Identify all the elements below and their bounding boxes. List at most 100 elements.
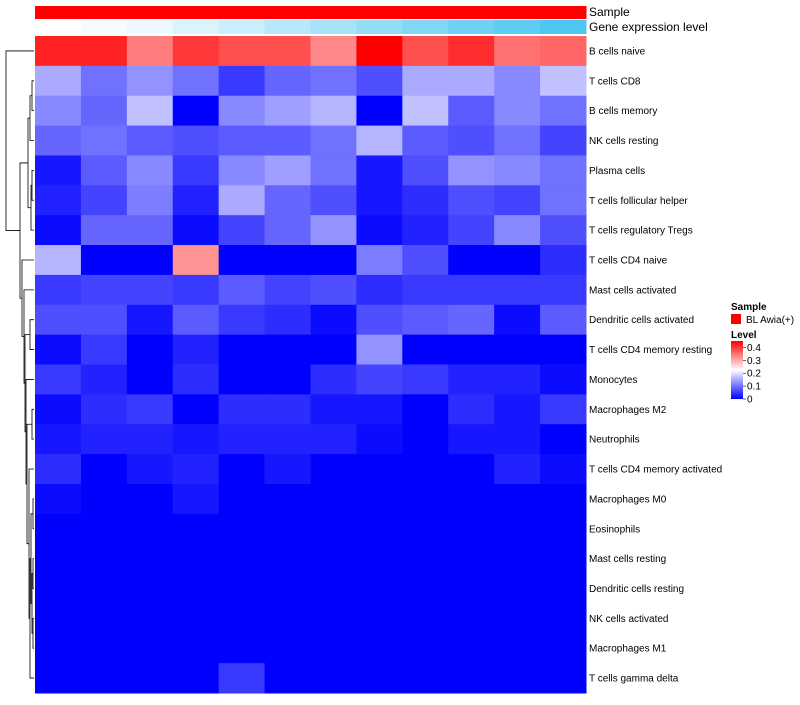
gene-expression-annotation-cell xyxy=(448,20,495,34)
heatmap-cell xyxy=(402,304,449,336)
heatmap-cell xyxy=(540,274,587,306)
heatmap-cell xyxy=(218,573,266,604)
heatmap-cell xyxy=(402,155,449,186)
heatmap-cell xyxy=(402,36,449,67)
heatmap-cell xyxy=(540,215,587,246)
heatmap-cell xyxy=(402,125,449,156)
heatmap-cell xyxy=(310,245,357,276)
heatmap-cell xyxy=(310,513,357,545)
heatmap-cell xyxy=(126,633,174,664)
heatmap-cell xyxy=(264,65,311,97)
dendrogram-branch xyxy=(5,50,34,231)
heatmap-cell xyxy=(264,95,311,127)
heatmap-cell xyxy=(218,454,266,485)
heatmap-cell xyxy=(126,185,174,216)
heatmap-cell xyxy=(264,245,311,276)
sample-annotation-cell xyxy=(356,6,403,19)
heatmap-cell xyxy=(310,633,357,664)
heatmap-cell xyxy=(126,603,174,634)
gene-expression-annotation-cell xyxy=(494,20,541,34)
row-label: T cells CD4 naive xyxy=(589,255,668,266)
heatmap-cell xyxy=(218,185,266,216)
heatmap-cell xyxy=(264,663,311,694)
heatmap-cell xyxy=(35,394,82,425)
legend-sample-swatch xyxy=(731,314,741,324)
gene-expression-annotation-cell xyxy=(172,20,220,34)
legend-level-ticks: 0 0.1 0.2 0.3 0.4 xyxy=(743,343,761,406)
heatmap-cell xyxy=(448,483,495,515)
heatmap-cell xyxy=(172,483,220,515)
heatmap-cell xyxy=(448,603,495,634)
heatmap-cell xyxy=(80,304,128,336)
heatmap-cell xyxy=(218,155,266,186)
heatmap-cell xyxy=(264,394,311,425)
heatmap-cell xyxy=(172,185,220,216)
legend-tick-label: 0.1 xyxy=(747,382,761,393)
heatmap-cell xyxy=(310,543,357,575)
heatmap-cell xyxy=(356,663,403,694)
heatmap-cell xyxy=(310,65,357,97)
row-label: Macrophages M1 xyxy=(589,644,667,655)
heatmap-cell xyxy=(540,573,587,604)
heatmap-cell xyxy=(494,633,541,664)
heatmap-cell xyxy=(172,304,220,336)
heatmap-cell xyxy=(310,483,357,515)
heatmap-cell xyxy=(402,185,449,216)
heatmap-cell xyxy=(540,424,587,455)
heatmap-cell xyxy=(356,603,403,634)
heatmap-cell xyxy=(356,573,403,604)
gene-expression-annotation-cell xyxy=(402,20,449,34)
sample-annotation-cell xyxy=(218,6,266,19)
heatmap-cell xyxy=(494,483,541,515)
heatmap-cell xyxy=(264,274,311,306)
heatmap-cell xyxy=(264,573,311,604)
row-label: NK cells activated xyxy=(589,614,668,625)
heatmap-cell xyxy=(448,215,495,246)
sample-annotation-cell xyxy=(540,6,587,19)
heatmap-cell xyxy=(494,424,541,455)
dendrogram-branch xyxy=(23,289,34,384)
heatmap-cell xyxy=(80,125,128,156)
heatmap-cell xyxy=(35,483,82,515)
heatmap-cell xyxy=(264,513,311,545)
heatmap-cell xyxy=(310,155,357,186)
heatmap-cell xyxy=(310,603,357,634)
heatmap-cell xyxy=(35,364,82,395)
heatmap-cell xyxy=(540,125,587,156)
heatmap-cell xyxy=(264,633,311,664)
heatmap-cell xyxy=(80,573,128,604)
heatmap-cell xyxy=(540,513,587,545)
heatmap-cell xyxy=(264,185,311,216)
dendrogram-branch xyxy=(31,80,34,112)
heatmap-cell xyxy=(218,633,266,664)
heatmap-cell xyxy=(402,573,449,604)
heatmap-cell xyxy=(310,185,357,216)
row-label: T cells follicular helper xyxy=(589,196,688,207)
heatmap-cell xyxy=(402,245,449,276)
heatmap-cell xyxy=(448,245,495,276)
heatmap-cell xyxy=(402,483,449,515)
heatmap-cell xyxy=(80,364,128,395)
heatmap-cell xyxy=(494,663,541,694)
row-label: T cells CD4 memory activated xyxy=(589,465,722,476)
heatmap-cell xyxy=(80,185,128,216)
legend-tick-label: 0.4 xyxy=(747,343,761,354)
row-label: Mast cells resting xyxy=(589,554,666,565)
heatmap-cell xyxy=(126,125,174,156)
heatmap-cell xyxy=(448,334,495,365)
heatmap-cell xyxy=(310,394,357,425)
heatmap-cell xyxy=(264,334,311,365)
heatmap-cell xyxy=(356,185,403,216)
heatmap-cell xyxy=(35,424,82,455)
dendrogram-branch xyxy=(27,117,31,209)
heatmap-cell xyxy=(126,334,174,365)
heatmap-cell xyxy=(310,304,357,336)
gene-expression-annotation-cell xyxy=(35,20,82,34)
heatmap-cell xyxy=(172,513,220,545)
heatmap-cell xyxy=(218,304,266,336)
heatmap-cell xyxy=(126,155,174,186)
heatmap-cell xyxy=(448,573,495,604)
annotation-tracks xyxy=(35,6,587,34)
annotation-label-sample: Sample xyxy=(589,5,630,19)
